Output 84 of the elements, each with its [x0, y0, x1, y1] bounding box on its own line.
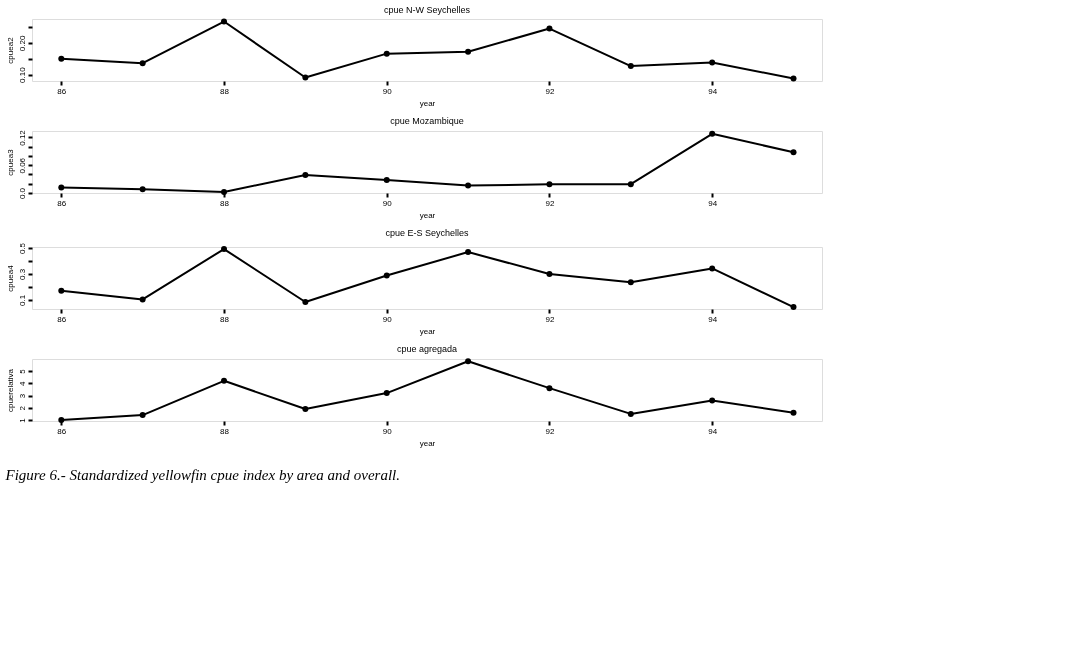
point: [58, 55, 65, 62]
point: [790, 149, 797, 156]
point: [221, 246, 228, 253]
point: [790, 75, 797, 82]
point: [627, 63, 634, 70]
x-axis-title: year: [419, 438, 436, 448]
x-tick-label: 86: [57, 198, 67, 208]
y-tick-label: 0.10: [17, 66, 27, 83]
x-tick-label: 90: [382, 426, 393, 436]
x-tick-label: 88: [220, 86, 230, 96]
point: [465, 48, 472, 55]
x-tick-label: 94: [708, 198, 718, 208]
point: [58, 184, 65, 191]
chart-title: cpue N-W Seychelles: [383, 4, 471, 15]
y-axis-title: cpuea4: [5, 264, 15, 292]
caption: Figure 6.- Standardized yellowfin cpue index by area and overall.: [4, 466, 400, 483]
point: [546, 25, 553, 32]
x-tick-label: 86: [57, 86, 67, 96]
point: [546, 270, 553, 277]
x-tick-label: 90: [382, 314, 393, 324]
y-tick-label: 0.1: [17, 294, 27, 306]
y-tick-label: 2: [17, 405, 27, 411]
point: [546, 181, 553, 188]
point: [221, 18, 228, 25]
y-tick-label: 1: [17, 417, 27, 423]
point: [465, 249, 472, 256]
x-axis-title: year: [419, 210, 436, 220]
point: [790, 304, 797, 311]
point: [383, 50, 390, 57]
y-axis-title: cpuea3: [5, 148, 15, 176]
y-axis-title: cpuea2: [5, 36, 15, 64]
x-tick-label: 90: [382, 198, 393, 208]
x-tick-label: 92: [545, 314, 555, 324]
y-tick-label: 0.20: [17, 35, 27, 52]
chart-title: cpue E-S Seychelles: [385, 228, 470, 239]
x-tick-label: 92: [545, 426, 555, 436]
point: [709, 265, 716, 272]
chart-title: cpue Mozambique: [390, 115, 464, 126]
point: [709, 59, 716, 66]
point: [709, 130, 716, 137]
x-tick-label: 92: [545, 86, 555, 96]
x-tick-label: 94: [708, 314, 718, 324]
x-axis-title: year: [419, 98, 436, 108]
y-tick-label: 0.5: [17, 242, 27, 255]
chart-title: cpue agregada: [396, 344, 458, 355]
point: [302, 406, 309, 412]
point: [709, 397, 716, 404]
x-tick-label: 94: [708, 426, 718, 436]
point: [302, 299, 309, 305]
x-axis-title: year: [419, 326, 436, 336]
point: [627, 181, 634, 188]
point: [58, 287, 65, 294]
x-tick-label: 88: [220, 426, 230, 436]
point: [139, 186, 146, 193]
x-tick-label: 88: [220, 198, 230, 208]
point: [221, 377, 228, 384]
x-tick-label: 92: [545, 198, 555, 208]
x-tick-label: 86: [57, 426, 67, 436]
point: [546, 385, 553, 392]
x-tick-label: 86: [57, 314, 67, 324]
point: [383, 272, 390, 279]
point: [383, 177, 390, 184]
point: [790, 409, 797, 416]
y-axis-title: cpuerelativa: [5, 368, 15, 413]
y-tick-label: 0.0: [17, 187, 27, 200]
y-tick-label: 0.06: [17, 157, 27, 174]
point: [302, 171, 309, 178]
y-tick-label: 0.12: [17, 129, 27, 146]
point: [627, 410, 634, 417]
y-tick-label: 3: [17, 393, 27, 399]
point: [139, 412, 146, 419]
point: [139, 296, 146, 303]
point: [383, 390, 390, 397]
x-tick-label: 94: [708, 86, 718, 96]
point: [627, 279, 634, 286]
point: [139, 60, 146, 67]
y-tick-label: 0.3: [17, 268, 27, 281]
point: [465, 182, 472, 189]
point: [465, 358, 472, 365]
x-tick-label: 90: [382, 86, 393, 96]
point: [302, 74, 309, 81]
x-tick-label: 88: [220, 314, 230, 324]
y-tick-label: 4: [17, 380, 27, 386]
y-tick-label: 5: [17, 368, 27, 374]
